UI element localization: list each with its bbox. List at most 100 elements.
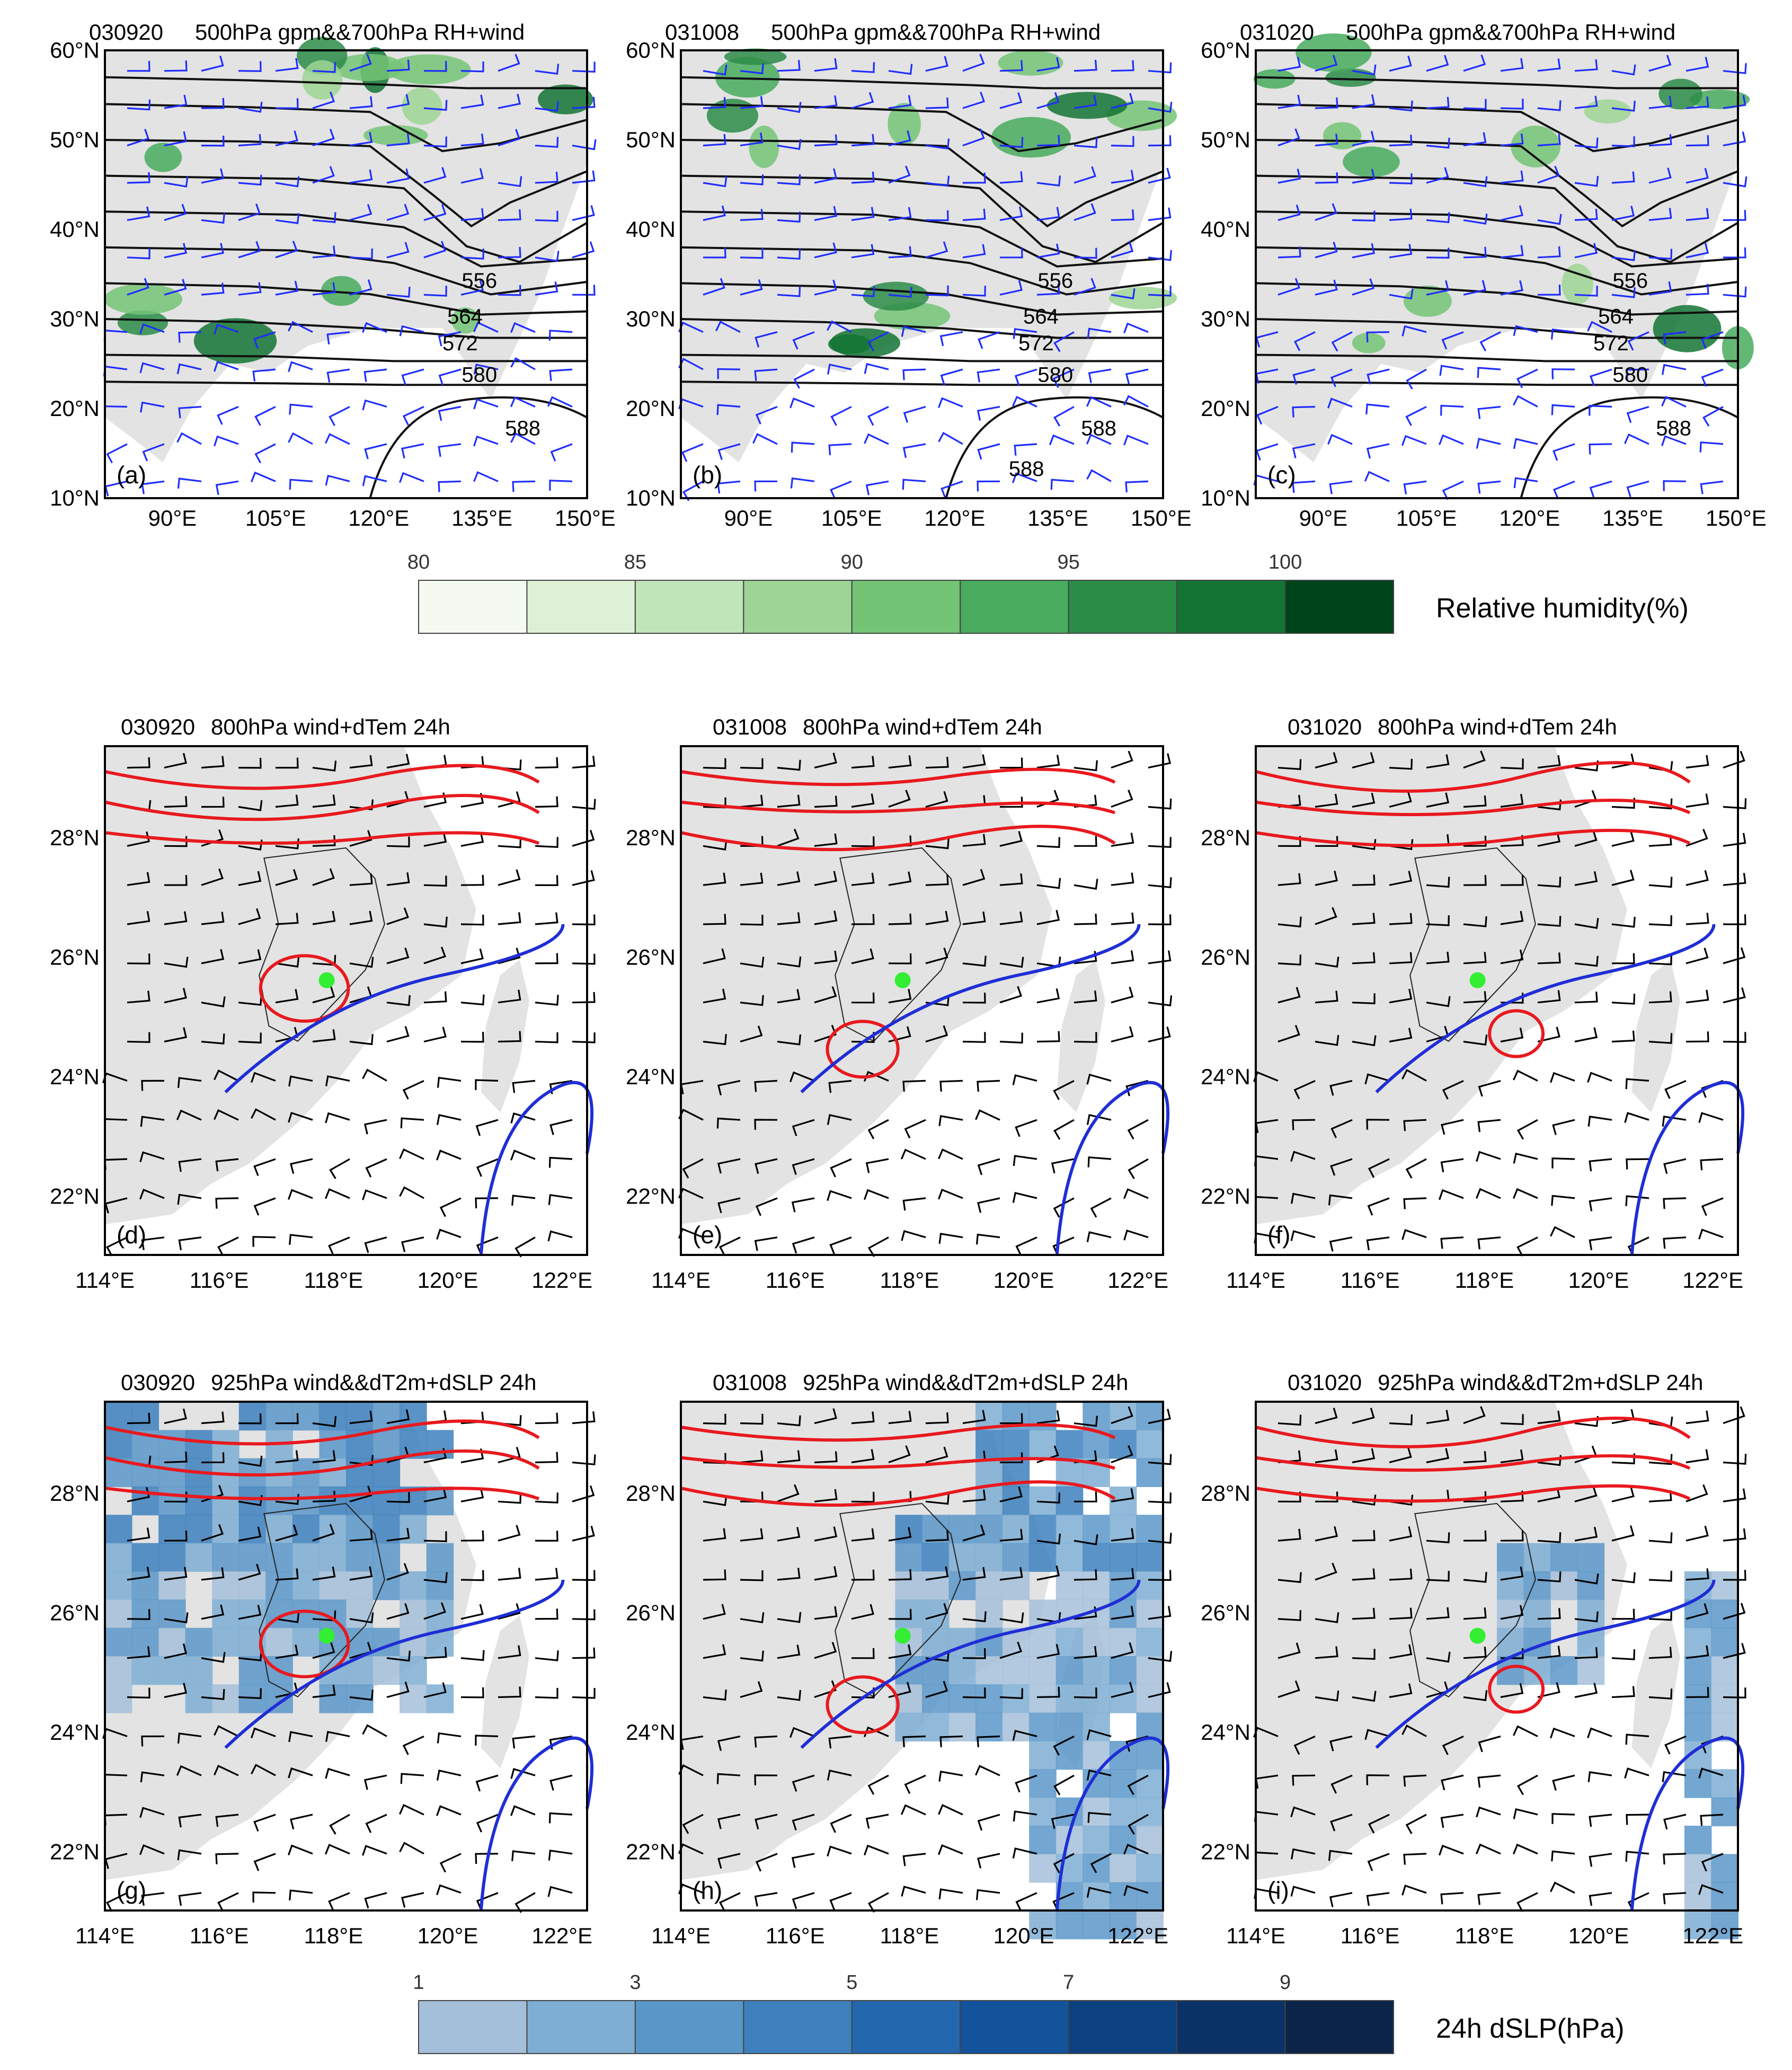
wind-barb [1648, 877, 1673, 888]
wind-barb [386, 872, 410, 886]
colorbar-tick: 80 [407, 551, 430, 573]
wind-barb [288, 1111, 313, 1123]
wind-barb [1537, 990, 1561, 1004]
wind-barb [349, 169, 373, 184]
wind-barb [363, 368, 387, 382]
wind-barb [941, 480, 963, 499]
lon-tick-label: 116°E [766, 1268, 825, 1293]
wind-barb [1537, 1410, 1561, 1425]
wind-barb [1331, 331, 1353, 352]
wind-barb [214, 1109, 239, 1121]
wind-barb [1086, 396, 1112, 408]
wind-barb [1401, 1069, 1427, 1082]
warm-contour [104, 794, 540, 821]
warm-contour [259, 1609, 350, 1678]
wind-barb [1389, 791, 1412, 808]
wind-barb [851, 244, 875, 259]
wind-barb [1477, 1774, 1501, 1788]
wind-barb [510, 1112, 536, 1124]
wind-barb [1662, 1116, 1687, 1127]
panel-date: 031008 [713, 1370, 787, 1395]
wind-barb [1127, 1774, 1149, 1795]
lon-tick-label: 120°E [993, 1268, 1054, 1293]
wind-barb [1111, 60, 1134, 72]
wind-barb [1626, 480, 1649, 498]
lon-tick-label: 122°E [1682, 1923, 1743, 1948]
wind-barb [925, 210, 949, 222]
wind-barb [925, 948, 948, 965]
wind-barb [1148, 1651, 1173, 1662]
map-frame [104, 49, 588, 499]
humidity-patch [998, 50, 1063, 76]
slp-cell [1684, 1684, 1712, 1713]
slp-cell [238, 1487, 267, 1516]
slp-cell [105, 1656, 132, 1685]
wind-barb [141, 1236, 165, 1251]
wind-barb [423, 1602, 446, 1620]
wind-barb [1723, 1454, 1747, 1465]
wind-barb [1723, 1603, 1746, 1620]
wind-barb [215, 1158, 239, 1172]
wind-barb [851, 1449, 875, 1464]
wind-barb [178, 405, 202, 419]
wind-barb [1611, 1486, 1635, 1502]
wind-barb [423, 1027, 447, 1043]
wind-barb [1111, 1528, 1134, 1542]
wind-barb [1648, 1532, 1673, 1544]
wind-barb [962, 244, 986, 259]
wind-barb [386, 1603, 410, 1620]
wind-barb [755, 331, 778, 348]
wind-barb [867, 1774, 889, 1795]
slp-cell [105, 1515, 132, 1544]
wind-barb [460, 1530, 484, 1542]
colorbar-bin [418, 2000, 528, 2054]
lat-tick-label: 22°N [626, 1184, 676, 1209]
wind-barb [1315, 203, 1337, 221]
wind-barb [510, 432, 536, 445]
wind-barb [141, 1735, 165, 1747]
wind-barb [1463, 1607, 1487, 1620]
wind-barb [1329, 1892, 1353, 1907]
wind-barb [867, 406, 889, 426]
wind-barb [1500, 1683, 1524, 1699]
wind-barb [1624, 433, 1649, 445]
wind-barb [1440, 1158, 1464, 1173]
wind-barb [214, 323, 239, 335]
wind-barb [975, 1233, 1000, 1245]
wind-barb [106, 1236, 128, 1257]
wind-barb [977, 1735, 1000, 1748]
wind-barb [1014, 443, 1037, 456]
humidity-patch [1109, 287, 1177, 309]
map-frame [680, 49, 1164, 499]
wind-barb [460, 1650, 485, 1661]
wind-barb [139, 362, 165, 374]
wind-barb [176, 1765, 202, 1776]
wind-barb [717, 1853, 741, 1869]
wind-barb [1315, 97, 1338, 109]
lon-tick-label: 118°E [304, 1923, 363, 1948]
wind-barb [999, 986, 1023, 1004]
wind-barb [423, 136, 447, 148]
humidity-patch [1690, 90, 1750, 109]
wind-barb [1625, 1733, 1649, 1745]
wind-barb [814, 168, 838, 184]
wind-barb [1685, 913, 1709, 925]
wind-barb [535, 1608, 558, 1620]
slp-cell [158, 1656, 186, 1685]
wind-barb [1389, 1683, 1413, 1699]
wind-barb [1352, 64, 1377, 76]
slp-cell [105, 1543, 132, 1572]
lat-tick-label: 28°N [1201, 1481, 1250, 1506]
humidity-patch [333, 54, 405, 81]
wind-barb [1036, 878, 1061, 889]
wind-barb [275, 913, 299, 925]
wind-barb [814, 795, 838, 808]
wind-barb [1389, 1568, 1413, 1581]
wind-barb [755, 1158, 778, 1174]
wind-barb [251, 1108, 276, 1121]
lon-tick-label: 122°E [1682, 1268, 1743, 1293]
wind-barb [1537, 755, 1561, 769]
wind-barb [1111, 1488, 1134, 1502]
wind-barb [312, 245, 336, 259]
